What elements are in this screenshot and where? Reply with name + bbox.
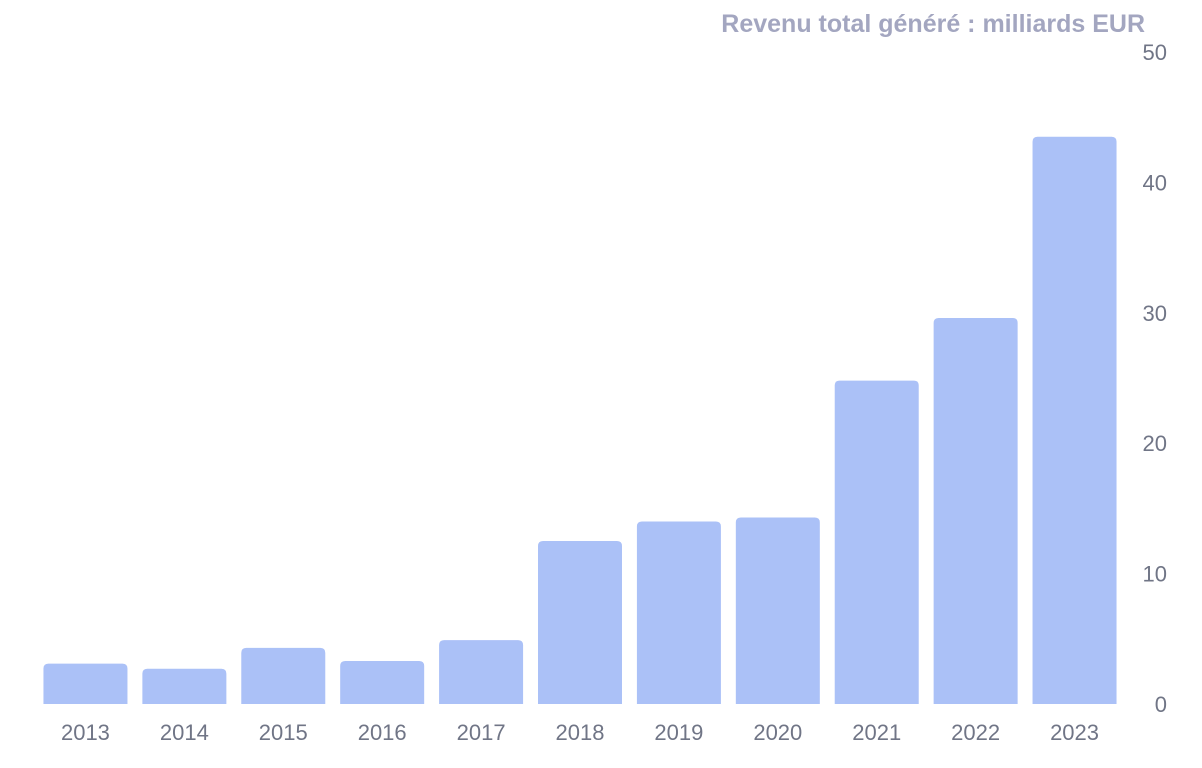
bar-2022: [933, 318, 1018, 704]
x-tick-label-2021: 2021: [852, 720, 901, 745]
bar-2019: [636, 521, 721, 704]
bar-2021: [834, 380, 919, 704]
y-tick-label-30: 30: [1143, 301, 1167, 326]
x-tick-label-2020: 2020: [753, 720, 802, 745]
bar-2023: [1032, 136, 1117, 704]
x-tick-label-2015: 2015: [259, 720, 308, 745]
bar-2018: [538, 541, 622, 704]
y-tick-label-40: 40: [1143, 170, 1167, 195]
chart-title: Revenu total généré : milliards EUR: [721, 10, 1145, 38]
y-tick-labels: 0 10 20 30 40 50: [1143, 40, 1167, 717]
x-tick-label-2013: 2013: [61, 720, 110, 745]
x-tick-label-2018: 2018: [556, 720, 605, 745]
x-tick-label-2017: 2017: [457, 720, 506, 745]
bar-2017: [439, 640, 524, 704]
x-tick-labels: 2013 2014 2015 2016 2017 2018 2019 2020 2021 2022…: [61, 720, 1099, 745]
x-tick-label-2016: 2016: [358, 720, 407, 745]
y-tick-label-20: 20: [1143, 431, 1167, 456]
x-tick-label-2019: 2019: [654, 720, 703, 745]
x-tick-label-2023: 2023: [1050, 720, 1099, 745]
bar-2020: [735, 517, 820, 704]
y-tick-label-0: 0: [1155, 692, 1167, 717]
y-tick-label-50: 50: [1143, 40, 1167, 65]
bars-group: [43, 136, 1117, 704]
x-tick-label-2014: 2014: [160, 720, 209, 745]
bar-2015: [241, 647, 326, 704]
bar-2016: [340, 660, 425, 704]
bar-2013: [43, 663, 128, 704]
bar-2014: [142, 668, 227, 704]
x-tick-label-2022: 2022: [951, 720, 1000, 745]
y-tick-label-10: 10: [1143, 562, 1167, 587]
